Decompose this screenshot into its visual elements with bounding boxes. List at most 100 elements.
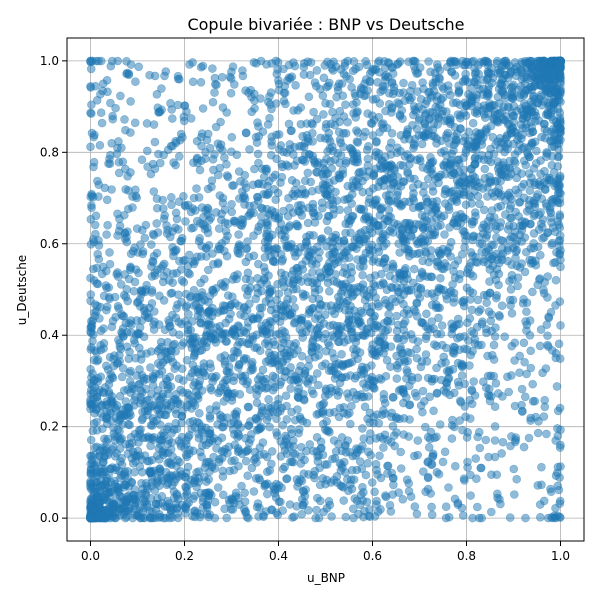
- scatter-point: [474, 513, 484, 523]
- scatter-point: [102, 302, 112, 312]
- scatter-point: [466, 491, 475, 500]
- scatter-point: [399, 325, 409, 335]
- scatter-point: [204, 297, 213, 307]
- scatter-point: [447, 434, 457, 443]
- scatter-point: [206, 435, 215, 444]
- scatter-point: [259, 511, 268, 520]
- scatter-point: [293, 106, 303, 115]
- scatter-point: [137, 349, 146, 359]
- scatter-point: [389, 219, 399, 228]
- scatter-point: [353, 319, 363, 329]
- scatter-point: [265, 422, 274, 432]
- scatter-point: [535, 512, 545, 522]
- scatter-point: [312, 505, 321, 515]
- scatter-point: [201, 154, 210, 163]
- scatter-point: [506, 128, 516, 138]
- scatter-point: [235, 337, 244, 347]
- scatter-point: [292, 221, 302, 231]
- scatter-point: [309, 470, 318, 480]
- scatter-point: [399, 276, 409, 286]
- scatter-point: [198, 220, 208, 229]
- scatter-point: [468, 118, 478, 128]
- scatter-point: [325, 250, 334, 260]
- scatter-point: [202, 243, 211, 253]
- scatter-point: [254, 158, 263, 168]
- scatter-point: [227, 200, 236, 209]
- scatter-point: [533, 481, 543, 490]
- scatter-point: [234, 431, 244, 440]
- scatter-point: [182, 402, 192, 412]
- scatter-point: [429, 406, 438, 416]
- scatter-point: [381, 491, 390, 500]
- scatter-point: [472, 90, 482, 100]
- scatter-point: [522, 207, 532, 216]
- scatter-point: [460, 379, 470, 389]
- scatter-point: [224, 362, 234, 372]
- scatter-point: [265, 100, 275, 109]
- scatter-point: [216, 383, 226, 392]
- scatter-point: [366, 118, 376, 128]
- scatter-point: [384, 190, 394, 200]
- scatter-point: [542, 320, 552, 330]
- scatter-point: [280, 88, 290, 98]
- scatter-point: [294, 425, 304, 434]
- scatter-point: [384, 58, 394, 68]
- scatter-point: [380, 214, 390, 224]
- scatter-point: [150, 137, 160, 147]
- scatter-point: [555, 241, 564, 251]
- scatter-point: [537, 132, 546, 142]
- scatter-point: [210, 497, 220, 507]
- scatter-point: [117, 372, 127, 382]
- scatter-point: [108, 114, 118, 124]
- scatter-point: [339, 496, 349, 505]
- scatter-point: [297, 509, 307, 519]
- scatter-point: [297, 141, 307, 151]
- scatter-point: [455, 113, 465, 123]
- scatter-point: [450, 494, 460, 504]
- scatter-point: [327, 262, 336, 272]
- scatter-point: [99, 324, 108, 333]
- scatter-point: [182, 355, 192, 365]
- scatter-point: [252, 330, 262, 340]
- scatter-point: [400, 236, 410, 246]
- scatter-point: [104, 504, 114, 514]
- scatter-point: [402, 305, 412, 315]
- scatter-point: [441, 184, 451, 194]
- scatter-point: [175, 256, 184, 266]
- scatter-point: [284, 222, 294, 232]
- scatter-point: [225, 466, 234, 476]
- scatter-point: [312, 168, 322, 177]
- scatter-point: [409, 56, 419, 66]
- scatter-point: [547, 160, 557, 170]
- scatter-point: [182, 490, 192, 500]
- scatter-point: [324, 178, 334, 187]
- scatter-point: [482, 298, 492, 308]
- scatter-point: [148, 159, 158, 169]
- scatter-point: [475, 443, 485, 453]
- scatter-point: [519, 338, 529, 348]
- scatter-point: [244, 421, 254, 431]
- scatter-point: [437, 82, 447, 91]
- scatter-point: [106, 150, 115, 160]
- scatter-point: [107, 185, 116, 194]
- scatter-point: [129, 286, 139, 296]
- scatter-point: [380, 152, 390, 162]
- scatter-point: [423, 432, 433, 442]
- scatter-point: [362, 497, 372, 507]
- scatter-point: [203, 205, 213, 214]
- scatter-point: [349, 475, 359, 484]
- scatter-point: [269, 337, 278, 347]
- scatter-point: [168, 114, 177, 123]
- scatter-point: [435, 100, 445, 110]
- scatter-point: [168, 513, 177, 522]
- scatter-point: [243, 290, 252, 300]
- scatter-point: [518, 114, 528, 123]
- scatter-point: [253, 193, 262, 202]
- scatter-point: [515, 93, 525, 102]
- scatter-point: [121, 125, 130, 135]
- scatter-point: [343, 117, 352, 127]
- scatter-point: [399, 78, 408, 88]
- scatter-point: [481, 222, 491, 232]
- scatter-point: [498, 236, 508, 246]
- scatter-point: [484, 452, 493, 462]
